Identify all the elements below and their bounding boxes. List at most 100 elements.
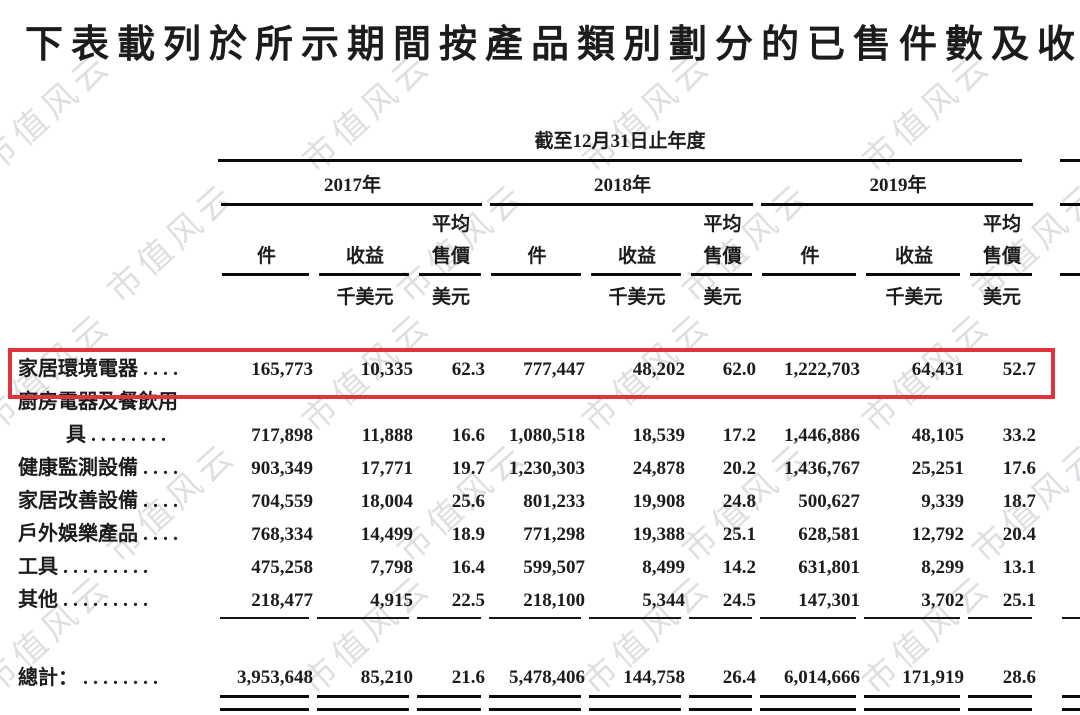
total-rule-row <box>0 695 1080 711</box>
period-header: 截至12月31日止年度 <box>534 131 706 152</box>
table-row: 戶外娛樂產品 . . . . 768,334 14,499 18.9 771,298 19… <box>0 518 1080 551</box>
colhead-rule <box>491 273 581 276</box>
years-rule-row <box>0 203 1080 209</box>
colhead-avg-line1: 平均 <box>982 214 1021 235</box>
cell-value: 48,105 <box>911 425 964 446</box>
cell-value: 475,258 <box>251 557 313 578</box>
year-label: 2018年 <box>593 175 651 196</box>
data-rule <box>489 617 581 619</box>
years-row: 2017年 2018年 2019年 <box>0 169 1080 203</box>
total-double-rule <box>689 695 752 711</box>
colhead-avg_line2: 售價 <box>703 246 742 267</box>
cell-value: 599,507 <box>523 557 585 578</box>
row-label: 其他 . . . . . . . . . <box>18 589 148 611</box>
cell-value: 777,447 <box>523 359 585 380</box>
cell-value: 19,908 <box>632 491 685 512</box>
data-rule <box>220 617 309 619</box>
cell-value: 16.4 <box>451 557 485 578</box>
year-label: 2019年 <box>869 175 927 196</box>
cell-value: 24,878 <box>632 458 685 479</box>
data-rule <box>417 617 481 619</box>
unit-label-price: 美元 <box>703 287 742 308</box>
cell-value: 903,349 <box>251 458 313 479</box>
cell-value: 12,792 <box>911 524 964 545</box>
cell-value: 631,801 <box>798 557 860 578</box>
cell-value: 22.5 <box>451 590 485 611</box>
cell-value: 64,431 <box>911 359 964 380</box>
total-double-rule <box>864 695 960 711</box>
cell-value: 500,627 <box>798 491 860 512</box>
total-double-rule <box>589 695 681 711</box>
cell-value: 11,888 <box>361 425 413 446</box>
cell-value: 17,771 <box>360 458 413 479</box>
colhead-avg_line2: 售價 <box>982 246 1021 267</box>
cell-value: 1,222,703 <box>784 359 860 380</box>
unit-label-revenue: 千美元 <box>336 287 394 308</box>
page-title: 下表載列於所示期間按產品類別劃分的已售件數及收 <box>25 24 1080 66</box>
colhead-rule <box>762 273 856 276</box>
colhead-rule-row <box>0 273 1080 283</box>
row-label: 健康監測設備 . . . . <box>18 457 178 479</box>
spacer <box>0 313 1080 353</box>
unit-label-revenue: 千美元 <box>608 287 666 308</box>
data-rule <box>760 617 856 619</box>
cell-value: 25.1 <box>722 524 756 545</box>
year-rule <box>490 203 753 206</box>
table-row: 健康監測設備 . . . . 903,349 17,771 19.7 1,230,303… <box>0 452 1080 485</box>
total-value: 171,919 <box>902 667 964 688</box>
data-rule-fragment <box>1062 617 1080 619</box>
year-label: 2017年 <box>323 175 381 196</box>
colhead-row: 件 收益 售價 件 收益 售價 件 收益 售價 <box>0 241 1080 273</box>
total-double-rule-fragment <box>1062 695 1080 711</box>
cell-value: 25,251 <box>911 458 964 479</box>
highlight-box <box>8 348 1055 399</box>
spacer <box>0 625 1080 661</box>
colhead-avg_line2: 售價 <box>431 246 470 267</box>
total-double-rule <box>760 695 856 711</box>
cell-value: 52.7 <box>1002 359 1036 380</box>
cell-value: 147,301 <box>798 590 860 611</box>
total-double-rule <box>220 695 309 711</box>
total-value: 21.6 <box>451 667 485 688</box>
data-rule <box>689 617 752 619</box>
cell-value: 14.2 <box>722 557 756 578</box>
cell-value: 18.7 <box>1002 491 1036 512</box>
year-rule <box>761 203 1033 206</box>
table-row: 家居改善設備 . . . . 704,559 18,004 25.6 801,233 19… <box>0 485 1080 518</box>
colhead-revenue: 收益 <box>894 246 933 267</box>
cell-value: 1,230,303 <box>509 458 585 479</box>
colhead-rule <box>866 273 960 276</box>
table-row: 工具 . . . . . . . . . 475,258 7,798 16.4 599,… <box>0 551 1080 584</box>
cell-value: 1,446,886 <box>784 425 860 446</box>
total-double-rule <box>317 695 409 711</box>
year-rule <box>221 203 482 206</box>
row-label: 家居改善設備 . . . . <box>18 490 178 512</box>
period-rule <box>218 159 1022 162</box>
cell-value: 771,298 <box>523 524 585 545</box>
cell-value: 7,798 <box>370 557 413 578</box>
cell-value: 628,581 <box>798 524 860 545</box>
cell-value: 48,202 <box>632 359 685 380</box>
colhead-rule <box>222 273 309 276</box>
row-label-continued: 具 . . . . . . . . <box>66 424 166 446</box>
cell-value: 62.3 <box>451 359 485 380</box>
colhead-revenue: 收益 <box>345 246 384 267</box>
cell-value: 5,344 <box>642 590 685 611</box>
cell-value: 25.1 <box>1002 590 1036 611</box>
total-row: 總計： . . . . . . . . 3,953,648 85,210 21.6 5,… <box>0 661 1080 695</box>
units-row: 千美元 千美元 千美元 美元 美元 美元 <box>0 283 1080 313</box>
table-row: 具 . . . . . . . . 717,898 11,888 16.6 1,080,… <box>0 419 1080 452</box>
cell-value: 18,539 <box>632 425 685 446</box>
data-rule <box>589 617 681 619</box>
total-value: 144,758 <box>623 667 685 688</box>
cell-value: 17.2 <box>722 425 756 446</box>
cell-value: 20.4 <box>1002 524 1036 545</box>
colhead-avg-line1: 平均 <box>431 214 470 235</box>
data-rule <box>864 617 960 619</box>
cell-value: 19.7 <box>451 458 485 479</box>
colhead-units: 件 <box>800 246 820 267</box>
cell-value: 62.0 <box>722 359 756 380</box>
cell-value: 8,499 <box>642 557 685 578</box>
data-rule <box>317 617 409 619</box>
cell-value: 33.2 <box>1002 425 1036 446</box>
